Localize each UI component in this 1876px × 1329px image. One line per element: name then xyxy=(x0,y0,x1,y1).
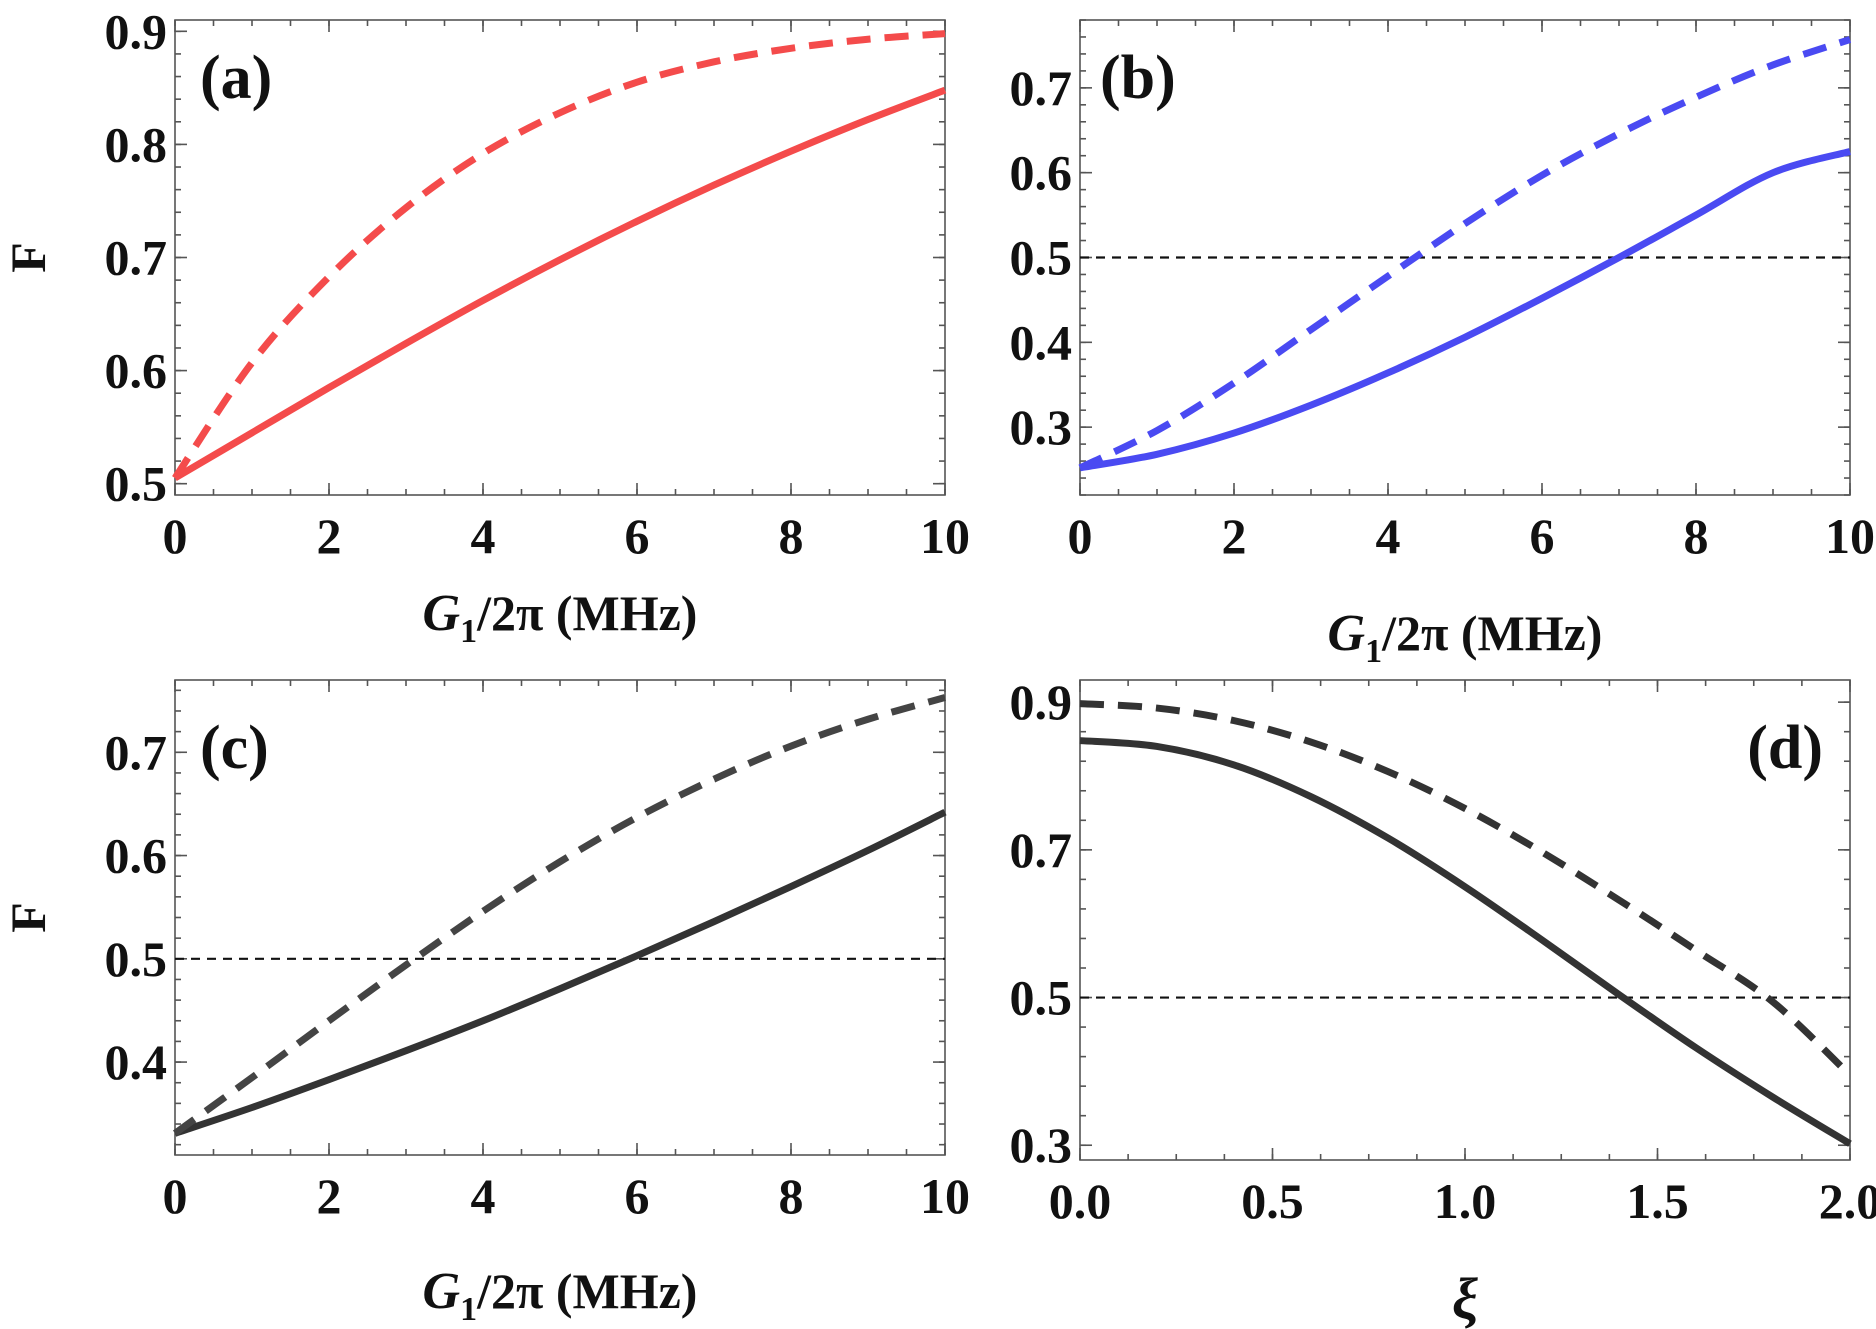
x-tick-label: 4 xyxy=(471,508,496,564)
x-tick-label: 8 xyxy=(779,508,804,564)
panel-label: (d) xyxy=(1747,714,1823,782)
y-tick-label: 0.9 xyxy=(1010,674,1073,730)
x-tick-label: 2 xyxy=(1222,508,1247,564)
x-axis-label-symbol: ξ xyxy=(1452,1266,1478,1329)
x-axis-label-unit: /2π (MHz) xyxy=(476,585,697,641)
y-tick-label: 0.7 xyxy=(105,724,168,780)
y-tick-label: 0.4 xyxy=(1010,314,1073,370)
x-tick-label: 4 xyxy=(1376,508,1401,564)
series-dashed-line xyxy=(1078,36,1852,472)
x-tick-label: 0 xyxy=(1068,508,1093,564)
series-dashed-line xyxy=(172,30,946,480)
y-tick-label: 0.5 xyxy=(1010,970,1073,1026)
x-tick-label: 0 xyxy=(163,508,188,564)
x-axis-label: ξ xyxy=(1452,1266,1478,1329)
series-solid-line xyxy=(173,86,947,482)
x-tick-label: 1.5 xyxy=(1626,1173,1689,1229)
x-axis-label-subscript: 1 xyxy=(1365,633,1382,670)
x-axis-label-symbol: G xyxy=(423,585,461,642)
panel-a: 0 2 4 6 8 10 0.5 0.6 0.7 0.8 0.9 (a) G1/2π (MHz) F xyxy=(0,3,970,650)
y-tick-label: 0.5 xyxy=(105,456,168,512)
y-tick-label: 0.5 xyxy=(1010,230,1073,286)
x-tick-label: 6 xyxy=(625,1168,650,1224)
x-tick-label: 8 xyxy=(779,1168,804,1224)
y-tick-label: 0.3 xyxy=(1010,399,1073,455)
y-tick-label: 0.3 xyxy=(1010,1117,1073,1173)
plot-frame xyxy=(174,679,946,1156)
series-solid-line xyxy=(1079,737,1852,1147)
y-tick-label: 0.6 xyxy=(105,828,168,884)
x-axis-label-unit: /2π (MHz) xyxy=(476,1263,697,1319)
x-tick-label: 8 xyxy=(1684,508,1709,564)
panel-c: 0 2 4 6 8 10 0.4 0.5 0.6 0.7 (c) G1/2π (MHz) F xyxy=(0,679,970,1328)
x-axis-label-unit: /2π (MHz) xyxy=(1381,605,1602,661)
panel-d: 0.0 0.5 1.0 1.5 2.0 0.3 0.5 0.7 0.9 (d) ξ xyxy=(1010,674,1876,1329)
x-tick-label: 0 xyxy=(163,1168,188,1224)
x-tick-label: 2 xyxy=(317,1168,342,1224)
x-axis-label: G1/2π (MHz) xyxy=(423,1263,698,1328)
y-axis-label: F xyxy=(0,242,56,273)
x-axis-label-symbol: G xyxy=(1328,605,1366,662)
x-tick-label: 10 xyxy=(920,508,970,564)
x-tick-label: 6 xyxy=(1530,508,1555,564)
panel-label: (a) xyxy=(200,44,272,112)
y-axis-label: F xyxy=(0,902,56,933)
panel-b: 0 2 4 6 8 10 0.3 0.4 0.5 0.6 0.7 (b) G1/2π (MHz) xyxy=(1010,19,1875,670)
x-tick-label: 10 xyxy=(1825,508,1875,564)
y-tick-label: 0.8 xyxy=(105,116,168,172)
y-tick-label: 0.5 xyxy=(105,931,168,987)
x-tick-label: 6 xyxy=(625,508,650,564)
y-tick-label: 0.7 xyxy=(1010,822,1073,878)
x-tick-label: 0.0 xyxy=(1049,1173,1112,1229)
panel-label: (c) xyxy=(200,714,269,782)
series-solid-line xyxy=(1079,148,1851,472)
x-tick-label: 0.5 xyxy=(1241,1173,1304,1229)
x-axis-label: G1/2π (MHz) xyxy=(423,585,698,650)
y-tick-label: 0.9 xyxy=(105,3,168,59)
x-tick-label: 2.0 xyxy=(1819,1173,1876,1229)
y-tick-label: 0.6 xyxy=(1010,145,1073,201)
x-tick-label: 1.0 xyxy=(1434,1173,1497,1229)
series-dashed-line xyxy=(172,694,946,1137)
y-tick-label: 0.7 xyxy=(1010,60,1073,116)
y-tick-label: 0.7 xyxy=(105,230,168,286)
x-axis-label: G1/2π (MHz) xyxy=(1328,605,1603,670)
x-tick-label: 2 xyxy=(317,508,342,564)
x-axis-label-subscript: 1 xyxy=(460,613,477,650)
x-axis-label-symbol: G xyxy=(423,1263,461,1320)
x-tick-label: 10 xyxy=(920,1168,970,1224)
x-tick-label: 4 xyxy=(471,1168,496,1224)
series-solid-line xyxy=(173,809,947,1137)
x-axis-label-subscript: 1 xyxy=(460,1291,477,1328)
y-tick-label: 0.4 xyxy=(105,1034,168,1090)
panel-label: (b) xyxy=(1100,44,1176,112)
y-tick-label: 0.6 xyxy=(105,343,168,399)
